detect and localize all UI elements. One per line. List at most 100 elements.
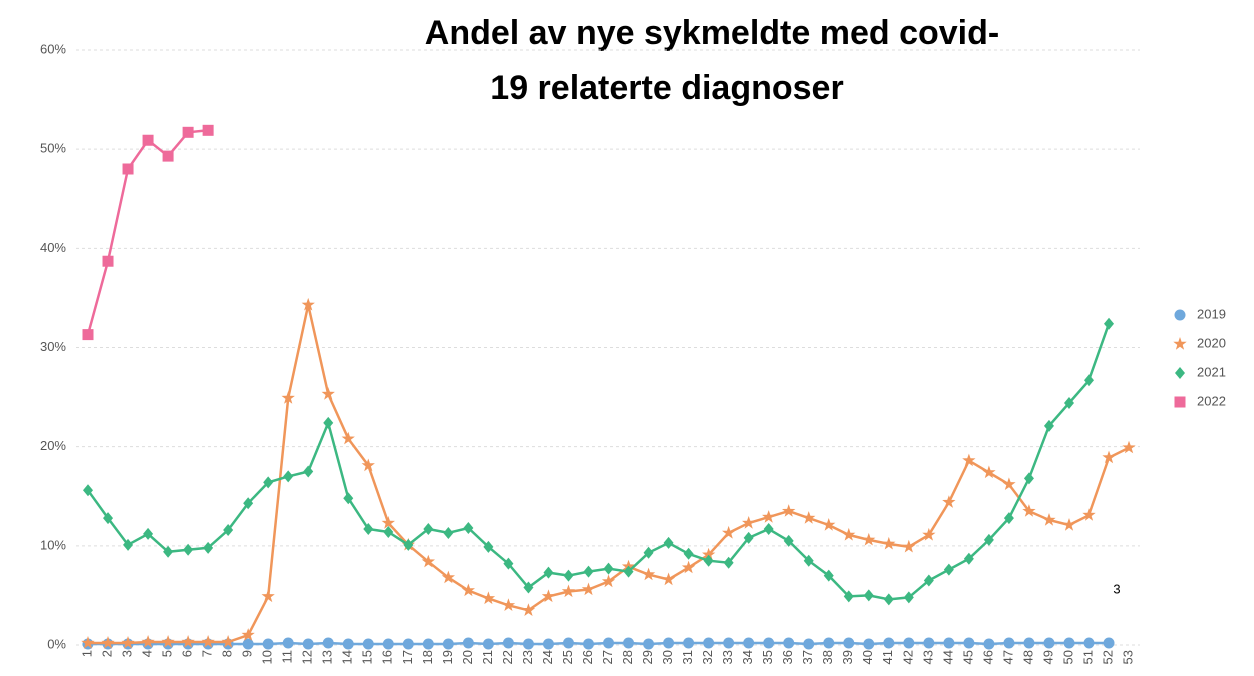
marker	[142, 134, 154, 146]
legend-marker	[1173, 337, 1187, 350]
marker	[202, 124, 214, 136]
x-tick-label: 17	[400, 650, 415, 664]
marker	[683, 547, 694, 560]
x-tick-label: 35	[760, 650, 775, 664]
marker	[1003, 637, 1015, 649]
y-tick-label: 0%	[47, 636, 66, 651]
marker	[1042, 513, 1056, 526]
x-tick-label: 7	[200, 650, 215, 657]
x-tick-label: 39	[840, 650, 855, 664]
legend-marker	[1174, 396, 1186, 408]
x-tick-label: 33	[720, 650, 735, 664]
marker	[581, 582, 596, 596]
marker	[783, 637, 795, 649]
marker	[443, 526, 454, 539]
marker	[803, 554, 814, 567]
marker	[623, 565, 634, 578]
marker	[942, 495, 956, 508]
marker	[81, 636, 95, 649]
marker	[722, 525, 736, 539]
marker	[962, 453, 976, 467]
marker	[603, 562, 614, 575]
marker	[742, 516, 756, 529]
x-tick-label: 50	[1060, 650, 1075, 664]
x-tick-label: 52	[1100, 650, 1115, 664]
x-tick-label: 12	[300, 650, 315, 664]
marker	[263, 476, 274, 489]
marker	[982, 465, 996, 479]
x-tick-label: 44	[940, 650, 955, 664]
marker	[561, 584, 576, 598]
x-tick-label: 43	[920, 650, 935, 664]
marker	[423, 522, 434, 535]
marker	[241, 628, 255, 641]
marker	[481, 591, 496, 605]
marker	[641, 567, 656, 581]
x-tick-label: 45	[960, 650, 975, 664]
x-tick-label: 31	[680, 650, 695, 664]
marker	[1043, 637, 1055, 649]
x-tick-label: 14	[340, 650, 355, 664]
marker	[663, 536, 674, 549]
marker	[863, 638, 875, 650]
chart-title: Andel av nye sykmeldte med covid-	[425, 14, 999, 52]
plot: 0%10%20%30%40%50%60%1 2 3 4 5 6 7 8 9 10 11 12 13 14 1…	[40, 41, 1226, 664]
x-tick-label: 5	[160, 650, 175, 657]
legend-marker	[1174, 309, 1186, 321]
marker	[462, 637, 474, 649]
marker	[163, 545, 174, 558]
marker	[1083, 637, 1095, 649]
x-tick-label: 11	[280, 650, 295, 664]
marker	[681, 560, 696, 574]
marker	[122, 163, 134, 175]
marker	[863, 589, 874, 602]
marker	[882, 536, 896, 550]
marker	[83, 484, 93, 497]
marker	[183, 543, 194, 556]
marker	[1023, 472, 1034, 485]
marker	[623, 637, 635, 649]
marker	[883, 593, 894, 606]
x-tick-label: 27	[600, 650, 615, 664]
marker	[82, 329, 94, 341]
marker	[823, 637, 835, 649]
marker	[603, 637, 615, 649]
marker	[342, 638, 354, 650]
x-tick-label: 46	[980, 650, 995, 664]
marker	[762, 510, 776, 523]
marker	[103, 512, 114, 525]
legend-marker	[1175, 367, 1185, 379]
marker	[663, 637, 675, 649]
marker	[723, 556, 734, 569]
marker	[421, 554, 435, 568]
marker	[141, 635, 155, 648]
marker	[522, 638, 534, 650]
marker	[482, 638, 494, 650]
marker	[1002, 477, 1016, 490]
x-tick-label: 22	[500, 650, 515, 664]
marker	[402, 638, 414, 650]
marker	[101, 636, 115, 649]
marker	[203, 541, 214, 554]
marker	[243, 497, 254, 510]
x-tick-label: 16	[380, 650, 395, 664]
marker	[843, 590, 854, 603]
marker	[102, 255, 114, 267]
marker	[483, 540, 494, 553]
marker	[723, 637, 735, 649]
x-tick-label: 47	[1000, 650, 1015, 664]
marker	[1063, 397, 1074, 410]
marker	[121, 636, 135, 649]
legend-label: 2021	[1197, 364, 1226, 379]
x-tick-label: 29	[640, 650, 655, 664]
x-tick-label: 49	[1040, 650, 1055, 664]
y-tick-label: 40%	[40, 240, 66, 255]
series-line	[88, 304, 1130, 645]
marker	[382, 638, 394, 650]
x-tick-label: 9	[240, 650, 255, 657]
marker	[963, 637, 975, 649]
x-tick-label: 23	[520, 650, 535, 664]
marker	[842, 527, 856, 541]
marker	[802, 511, 816, 524]
